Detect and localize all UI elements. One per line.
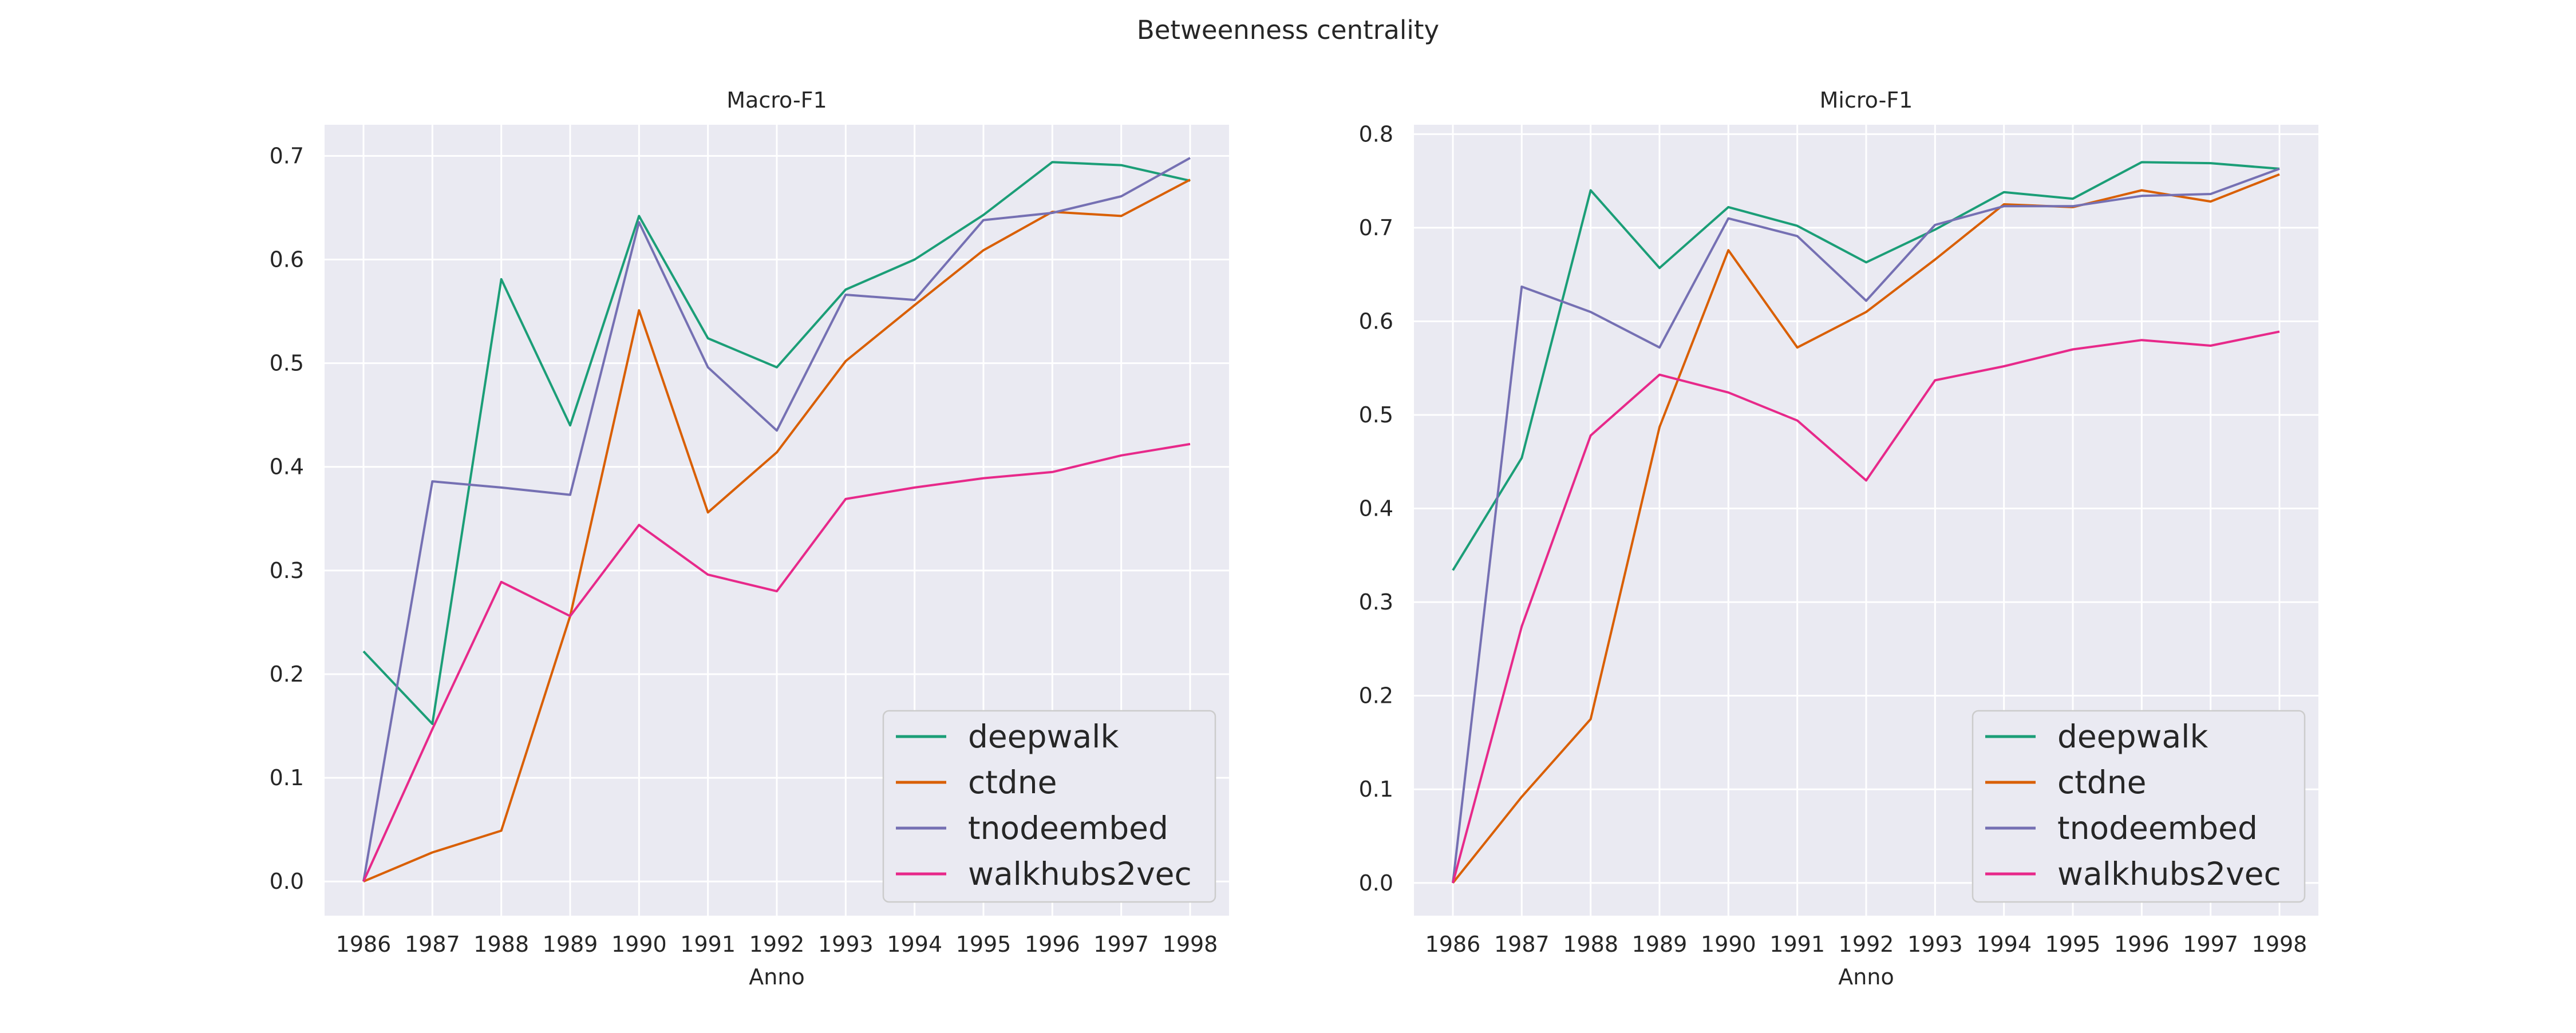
legend-label-ctdne: ctdne: [968, 764, 1057, 801]
y-tick-label: 0.2: [270, 662, 304, 687]
x-tick-label: 1992: [1839, 932, 1894, 957]
x-tick-label: 1989: [543, 932, 598, 957]
legend-box: [1971, 710, 2306, 903]
x-tick-label: 1990: [611, 932, 667, 957]
legend-label-deepwalk: deepwalk: [968, 718, 1119, 755]
macro-f1-chart: 1986 1987 1988 1989 1990 1991 1992 1993 1994 1995…: [270, 88, 1229, 990]
chart-title: Macro-F1: [726, 88, 827, 113]
chart-title: Micro-F1: [1820, 88, 1913, 113]
y-tick-label: 0.1: [1359, 777, 1393, 802]
x-tick-label: 1992: [749, 932, 805, 957]
x-axis-label: Anno: [749, 964, 804, 990]
y-tick-label: 0.2: [1359, 683, 1393, 709]
x-tick-label: 1991: [1769, 932, 1825, 957]
y-tick-label: 0.6: [270, 247, 304, 272]
legend-label-deepwalk: deepwalk: [2057, 718, 2208, 755]
x-tick-label: 1988: [473, 932, 529, 957]
legend-label-walkhubs2vec: walkhubs2vec: [968, 856, 1192, 892]
micro-f1-chart: 1986 1987 1988 1989 1990 1991 1992 1993 1994 1995…: [1359, 88, 2318, 990]
y-tick-label: 0.7: [1359, 215, 1393, 240]
y-tick-label: 0.1: [270, 765, 304, 790]
x-tick-label: 1990: [1701, 932, 1756, 957]
series-line-ctdne: [1452, 173, 2280, 884]
x-tick-label: 1998: [2252, 932, 2308, 957]
y-tick-label: 0.5: [270, 351, 304, 376]
y-tick-label: 0.8: [1359, 121, 1393, 147]
x-tick-label: 1993: [818, 932, 874, 957]
y-tick-label: 0.0: [1359, 870, 1393, 896]
legend-box: [882, 710, 1216, 903]
y-tick-label: 0.7: [270, 143, 304, 168]
y-tick-label: 0.4: [270, 454, 304, 480]
y-tick-label: 0.3: [270, 558, 304, 583]
series-line-tnodeembed: [362, 157, 1191, 882]
legend: deepwalk ctdne tnodeembed walkhubs2vec: [1971, 710, 2306, 903]
x-tick-label: 1991: [680, 932, 736, 957]
series-line-deepwalk: [1452, 161, 2280, 571]
x-tick-label: 1997: [1093, 932, 1149, 957]
x-tick-label: 1996: [2114, 932, 2170, 957]
x-tick-label: 1987: [1494, 932, 1550, 957]
x-tick-label: 1995: [2045, 932, 2101, 957]
y-tick-label: 0.6: [1359, 308, 1393, 334]
y-tick-label: 0.3: [1359, 589, 1393, 615]
x-tick-label: 1989: [1632, 932, 1688, 957]
x-tick-label: 1986: [1425, 932, 1481, 957]
x-tick-label: 1987: [405, 932, 460, 957]
figure-title: Betweenness centrality: [1137, 15, 1439, 45]
x-tick-label: 1994: [887, 932, 942, 957]
x-tick-label: 1988: [1563, 932, 1618, 957]
series-line-walkhubs2vec: [362, 442, 1191, 882]
legend-label-tnodeembed: tnodeembed: [2057, 810, 2258, 846]
x-tick-label: 1998: [1163, 932, 1218, 957]
legend-label-ctdne: ctdne: [2057, 764, 2146, 801]
series-line-walkhubs2vec: [1452, 330, 2280, 884]
x-tick-label: 1986: [336, 932, 392, 957]
x-tick-label: 1993: [1907, 932, 1963, 957]
x-tick-label: 1994: [1976, 932, 2032, 957]
x-axis-label: Anno: [1838, 964, 1894, 990]
series-line-tnodeembed: [1452, 168, 2280, 884]
y-tick-label: 0.0: [270, 869, 304, 894]
y-tick-label: 0.5: [1359, 402, 1393, 428]
series-line-deepwalk: [362, 161, 1191, 725]
x-tick-label: 1995: [956, 932, 1012, 957]
x-tick-label: 1996: [1025, 932, 1080, 957]
legend: deepwalk ctdne tnodeembed walkhubs2vec: [882, 710, 1216, 903]
y-tick-label: 0.4: [1359, 496, 1393, 521]
x-tick-label: 1997: [2183, 932, 2238, 957]
legend-label-tnodeembed: tnodeembed: [968, 810, 1168, 846]
legend-label-walkhubs2vec: walkhubs2vec: [2057, 856, 2281, 892]
